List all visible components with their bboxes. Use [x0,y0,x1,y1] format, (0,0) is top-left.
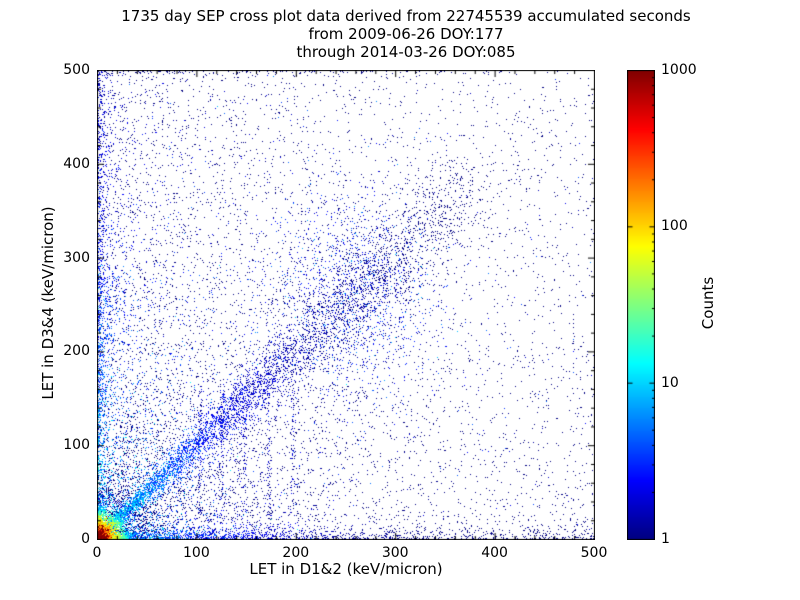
x-tick-label: 300 [381,545,409,561]
y-tick-label: 100 [63,437,90,454]
x-tick-label: 0 [92,545,102,561]
colorbar-tick-label: 10 [661,374,679,391]
colorbar-tick-label: 1000 [661,62,697,78]
colorbar-tick-label: 1 [661,531,670,547]
y-tick-label: 400 [63,155,90,172]
x-tick-label: 400 [481,545,508,561]
colorbar-label: Counts [699,276,717,330]
y-tick-label: 500 [63,62,90,78]
title-block: 1735 day SEP cross plot data derived fro… [6,7,800,61]
y-tick-label: 300 [63,249,90,266]
x-tick-label: 500 [580,545,608,561]
colorbar [627,70,655,540]
x-tick-label: 100 [183,545,210,561]
x-tick-label: 200 [282,545,310,561]
y-tick-label: 0 [81,531,90,547]
colorbar-tick-label: 100 [661,218,688,235]
chart-title: 1735 day SEP cross plot data derived fro… [121,7,691,25]
y-tick-label: 200 [63,343,90,360]
chart-subtitle-from: from 2009-06-26 DOY:177 [308,25,504,43]
chart-subtitle-through: through 2014-03-26 DOY:085 [296,43,516,61]
y-axis-label: LET in D3&4 (keV/micron) [39,206,57,400]
scatter-density-canvas [97,70,595,540]
x-axis-label: LET in D1&2 (keV/micron) [249,560,443,578]
